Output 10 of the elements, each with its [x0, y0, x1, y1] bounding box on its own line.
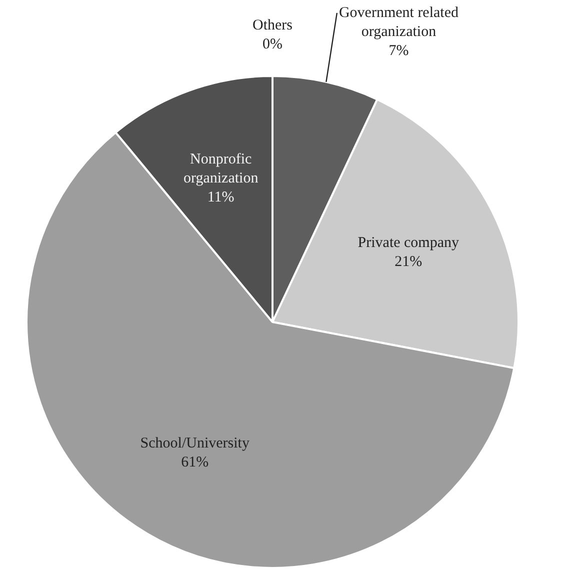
data-label: 7%	[388, 42, 409, 59]
slice-label: Nonprofic organization	[183, 151, 259, 186]
slice-label: Government related organization	[338, 4, 459, 40]
data-label: 21%	[394, 254, 422, 270]
text: 0%	[262, 36, 282, 52]
category-label: Others	[252, 17, 292, 34]
slice-label: Private company	[358, 235, 460, 252]
slice-label: School/University	[140, 436, 250, 452]
data-label: 11%	[207, 189, 234, 206]
data-label: 61%	[181, 454, 209, 471]
